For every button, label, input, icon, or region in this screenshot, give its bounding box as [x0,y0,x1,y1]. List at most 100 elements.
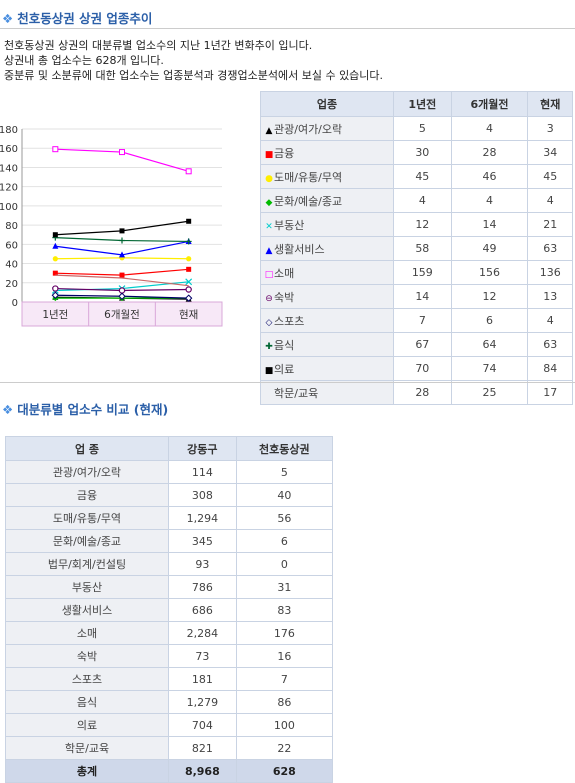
row-label: 학문/교육 [6,737,168,759]
header-cell: 6개월전 [451,92,528,116]
divider [0,28,575,29]
y-tick-label: 0 [12,298,18,309]
y-tick-label: 100 [0,202,18,213]
row-label: 스포츠 [6,668,168,690]
table-cell: 100 [236,714,332,736]
row-label: ✕부동산 [261,213,393,236]
table-cell: 12 [451,285,528,308]
table-row: □소매 159 156 136 [261,261,572,284]
table-cell: 31 [236,576,332,598]
series-marker-icon: □ [264,269,274,280]
table-cell: 156 [451,261,528,284]
table-cell: 821 [169,737,236,759]
table-row: 도매/유통/무역 1,294 56 [6,507,332,529]
table-row: 학문/교육 28 25 17 [261,381,572,404]
trend-line-chart: 0 20 40 60 80 100 120 140 160 180 1년전 6개월전 현재 [0,125,223,327]
data-point [184,294,193,302]
row-name: 의료 [274,362,295,376]
row-label: ◆ 문화/예술/종교 [261,189,393,212]
table-row: ✚음식 67 64 63 [261,333,572,356]
row-label: ●도매/유통/무역 [261,165,393,188]
row-label: 도매/유통/무역 [6,507,168,529]
table-row: 문화/예술/종교 345 6 [6,530,332,552]
row-label: 의료 [6,714,168,736]
header-cell: 업 종 [6,437,168,460]
data-point [52,232,58,238]
data-point [185,278,193,286]
header-cell: 업종 [261,92,393,116]
intro-line: 천호동상권 상권의 대분류별 업소수의 지난 1년간 변화추이 입니다. [4,39,313,52]
table-cell: 12 [394,213,451,236]
table-cell: 159 [394,261,451,284]
diamond-bullet-icon: ❖ [2,402,14,417]
table-cell: 83 [236,599,332,621]
header-cell: 1년전 [394,92,451,116]
y-tick-label: 80 [5,221,18,232]
row-label: □소매 [261,261,393,284]
table-cell: 308 [169,484,236,506]
intro-line: 중분류 및 소분류에 대한 업소수는 업종분석과 경쟁업소분석에서 보실 수 있… [4,69,384,82]
table-cell: 1,294 [169,507,236,529]
compare-table-header: 업 종 강동구 천호동상권 [6,437,332,460]
row-label: ◇ 스포츠 [261,309,393,332]
row-label: ▲ 생활서비스 [261,237,393,260]
table-cell: 4 [528,189,572,212]
series-marker-icon: ■ [264,149,274,160]
table-cell: 45 [394,165,451,188]
series-marker-icon: ◆ [265,197,273,208]
total-label: 총계 [6,760,168,782]
diamond-bullet-icon: ❖ [2,11,14,26]
table-cell: 21 [528,213,572,236]
data-point [52,242,59,249]
table-cell: 13 [528,285,572,308]
table-cell: 34 [528,141,572,164]
table-cell: 28 [451,141,528,164]
row-label: 부동산 [6,576,168,598]
table-row: 의료 704 100 [6,714,332,736]
row-label: ■금융 [261,141,393,164]
table-cell: 3 [528,117,572,140]
data-point [51,291,60,299]
row-label: 음식 [6,691,168,713]
table-cell: 1,279 [169,691,236,713]
x-tick-label: 1년전 [42,309,68,321]
row-label: 관광/여가/오락 [6,461,168,483]
y-tick-label: 160 [0,144,18,155]
x-tick-label: 현재 [179,309,198,321]
table-row: ■의료 70 74 84 [261,357,572,380]
y-tick-label: 20 [5,279,18,290]
table-cell: 7 [394,309,451,332]
table-cell: 84 [528,357,572,380]
row-label: ✚음식 [261,333,393,356]
table-cell: 74 [451,357,528,380]
row-label: ▲ 관광/여가/오락 [261,117,393,140]
table-cell: 7 [236,668,332,690]
intro-line: 상권내 총 업소수는 628개 입니다. [4,54,164,67]
row-name: 문화/예술/종교 [274,194,343,208]
table-cell: 14 [451,213,528,236]
row-label: 문화/예술/종교 [6,530,168,552]
row-name: 금융 [274,146,295,160]
table-cell: 16 [236,645,332,667]
table-cell: 40 [236,484,332,506]
data-point [52,256,58,262]
y-tick-label: 180 [0,125,18,136]
table-row: 관광/여가/오락 114 5 [6,461,332,483]
x-axis-band [21,301,223,327]
total-cell: 628 [236,760,332,782]
data-point [118,292,126,300]
total-cell: 8,968 [169,760,236,782]
row-label: 숙박 [6,645,168,667]
data-point [185,168,192,175]
trend-table-header: 업종 1년전 6개월전 현재 [261,92,572,116]
data-point [186,256,192,262]
row-name: 스포츠 [274,314,305,328]
table-cell: 56 [236,507,332,529]
series-marker-icon: ▲ [265,125,273,136]
table-row: 법무/회계/컨설팅 93 0 [6,553,332,575]
table-cell: 64 [451,333,528,356]
row-label: 금융 [6,484,168,506]
section-title-trend: ❖ 천호동상권 상권 업종추이 [2,11,153,26]
row-label: 법무/회계/컨설팅 [6,553,168,575]
series-marker-icon: ● [265,173,273,184]
